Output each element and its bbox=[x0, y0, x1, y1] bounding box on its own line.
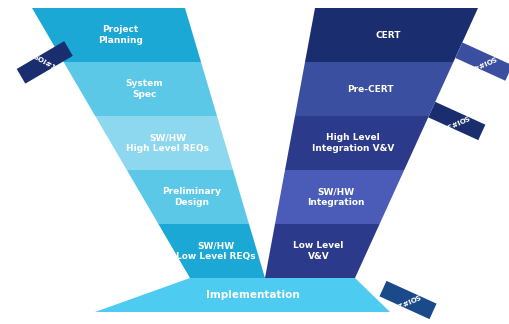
Text: SW/HW
High Level REQs: SW/HW High Level REQs bbox=[126, 133, 209, 153]
Text: SW/HW
Low Level REQs: SW/HW Low Level REQs bbox=[176, 241, 255, 261]
Polygon shape bbox=[285, 116, 428, 170]
Polygon shape bbox=[32, 8, 201, 62]
Text: CERT: CERT bbox=[374, 30, 400, 40]
Polygon shape bbox=[304, 8, 477, 62]
Text: SOI#1: SOI#1 bbox=[33, 53, 57, 71]
Text: SOI#2: SOI#2 bbox=[394, 292, 420, 308]
Polygon shape bbox=[95, 278, 389, 312]
Polygon shape bbox=[428, 102, 485, 140]
Text: Project
Planning: Project Planning bbox=[98, 25, 143, 45]
Polygon shape bbox=[127, 170, 248, 224]
Text: System
Spec: System Spec bbox=[125, 79, 163, 99]
Polygon shape bbox=[265, 224, 379, 278]
Text: Implementation: Implementation bbox=[205, 290, 299, 300]
Text: Low Level
V&V: Low Level V&V bbox=[293, 241, 343, 261]
Text: SOI#3: SOI#3 bbox=[443, 113, 469, 129]
Polygon shape bbox=[17, 41, 73, 84]
Polygon shape bbox=[379, 281, 436, 319]
Polygon shape bbox=[95, 116, 233, 170]
Polygon shape bbox=[274, 170, 404, 224]
Polygon shape bbox=[158, 224, 265, 278]
Polygon shape bbox=[294, 62, 453, 116]
Polygon shape bbox=[455, 42, 509, 81]
Text: Preliminary
Design: Preliminary Design bbox=[162, 187, 221, 207]
Text: SW/HW
Integration: SW/HW Integration bbox=[306, 187, 364, 207]
Text: High Level
Integration V&V: High Level Integration V&V bbox=[312, 133, 393, 153]
Text: Pre-CERT: Pre-CERT bbox=[347, 85, 393, 94]
Text: SOI#4: SOI#4 bbox=[470, 54, 496, 70]
Polygon shape bbox=[64, 62, 216, 116]
